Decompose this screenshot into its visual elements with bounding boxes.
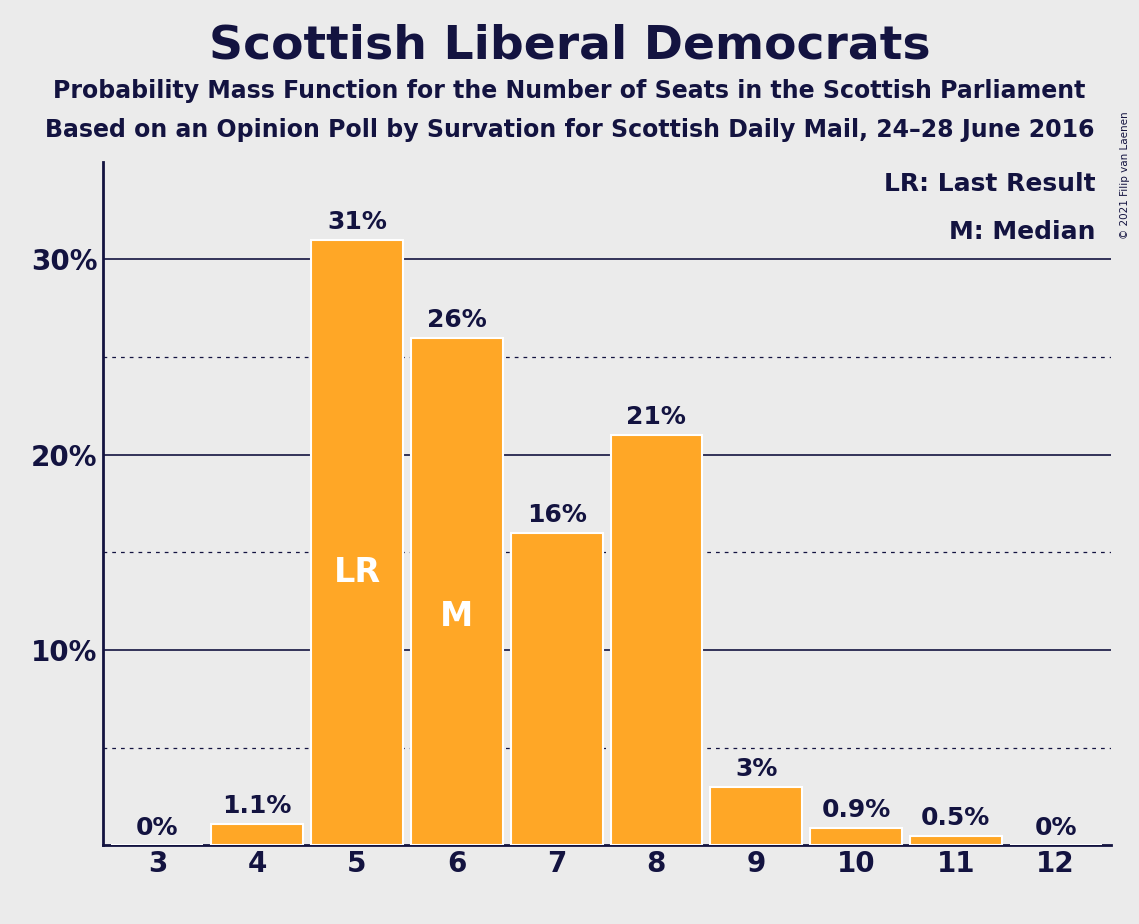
Text: 26%: 26% — [427, 308, 486, 332]
Text: 0%: 0% — [137, 816, 179, 840]
Text: 3%: 3% — [735, 757, 778, 781]
Text: Probability Mass Function for the Number of Seats in the Scottish Parliament: Probability Mass Function for the Number… — [54, 79, 1085, 103]
Text: 0.9%: 0.9% — [821, 798, 891, 822]
Text: 21%: 21% — [626, 406, 687, 430]
Text: 0%: 0% — [1034, 816, 1076, 840]
Bar — [810, 828, 902, 845]
Text: 31%: 31% — [327, 210, 387, 234]
Text: M: Median: M: Median — [949, 220, 1096, 244]
Bar — [611, 435, 703, 845]
Text: 1.1%: 1.1% — [222, 794, 292, 818]
Bar — [311, 240, 403, 845]
Bar — [711, 787, 802, 845]
Text: Scottish Liberal Democrats: Scottish Liberal Democrats — [208, 23, 931, 68]
Text: LR: LR — [334, 556, 380, 590]
Text: M: M — [440, 601, 474, 633]
Text: 16%: 16% — [526, 503, 587, 527]
Bar — [910, 835, 1001, 845]
Bar — [510, 533, 603, 845]
Text: 0.5%: 0.5% — [921, 806, 991, 830]
Text: LR: Last Result: LR: Last Result — [884, 172, 1096, 196]
Text: Based on an Opinion Poll by Survation for Scottish Daily Mail, 24–28 June 2016: Based on an Opinion Poll by Survation fo… — [44, 118, 1095, 142]
Text: © 2021 Filip van Laenen: © 2021 Filip van Laenen — [1121, 111, 1130, 238]
Bar — [212, 824, 303, 845]
Bar — [411, 337, 502, 845]
